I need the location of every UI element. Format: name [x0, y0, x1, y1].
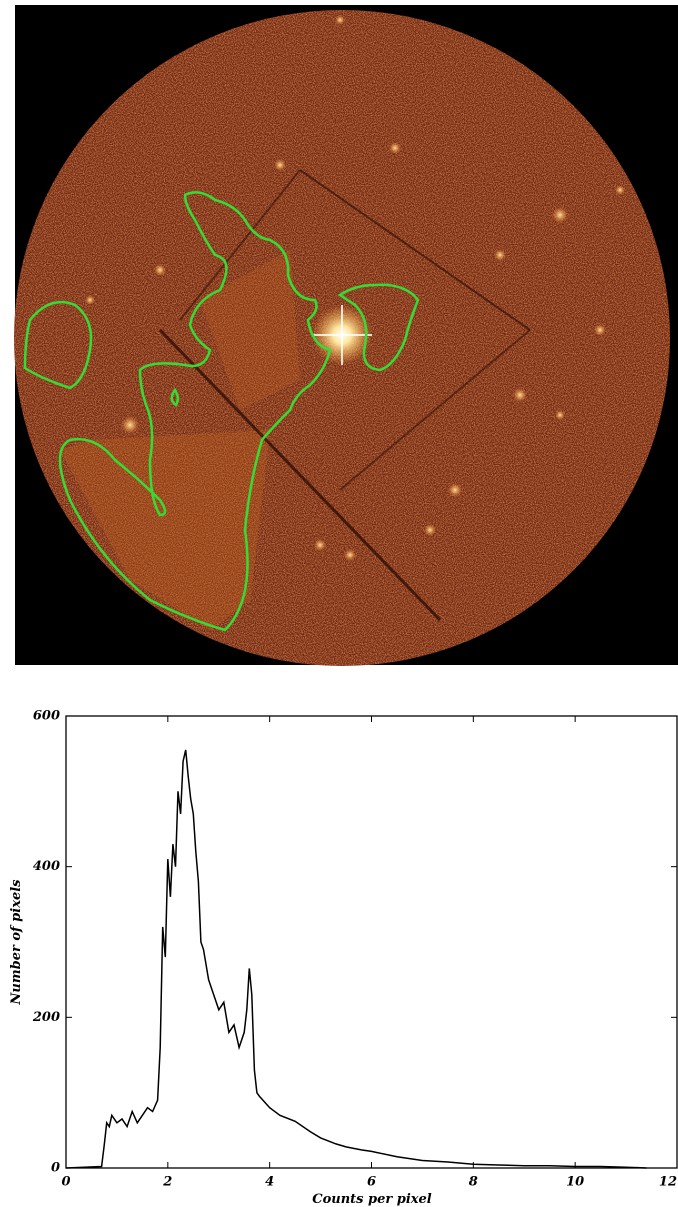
- figure: Counts per pixel Number of pixels 0 2 4 6 8 1…: [0, 0, 678, 1207]
- y-tick-label: 200: [32, 1010, 60, 1025]
- histogram-plot: Counts per pixel Number of pixels 0 2 4 6 8 1…: [9, 709, 677, 1207]
- x-tick-label: 4: [265, 1175, 274, 1190]
- x-tick-label: 2: [162, 1175, 172, 1190]
- y-tick-label: 400: [33, 859, 60, 874]
- x-tick-label: 0: [61, 1175, 70, 1190]
- y-tick-label: 600: [33, 709, 60, 724]
- x-axis-label: Counts per pixel: [312, 1192, 432, 1207]
- y-axis-label: Number of pixels: [9, 879, 24, 1006]
- x-tick-label: 6: [367, 1175, 376, 1190]
- page: {"chart_data": {"type": "line", "xlabel"…: [0, 0, 678, 1207]
- x-tick-label: 10: [566, 1175, 584, 1190]
- histogram-line: [66, 750, 647, 1168]
- y-tick-label: 0: [51, 1161, 60, 1176]
- xray-image: [14, 5, 678, 666]
- x-tick-label: 8: [469, 1175, 478, 1190]
- x-tick-label: 12: [659, 1175, 677, 1190]
